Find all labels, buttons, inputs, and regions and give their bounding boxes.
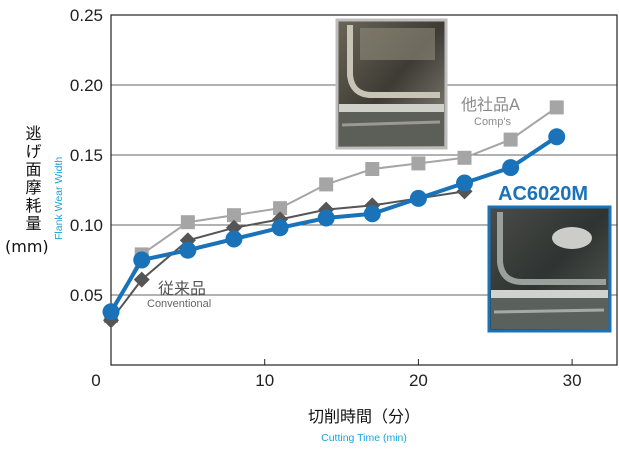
x-axis-label-en: Cutting Time (min) bbox=[321, 432, 407, 444]
series-label-comp-en: Comp's bbox=[474, 116, 511, 128]
data-point bbox=[456, 174, 474, 192]
x-tick-label: 0 bbox=[91, 371, 100, 390]
y-axis-label-jp: 逃げ面摩耗量 bbox=[23, 125, 42, 233]
series-label-comp-jp: 他社品A bbox=[461, 95, 520, 114]
data-point bbox=[225, 230, 243, 248]
x-tick-label: 30 bbox=[563, 371, 582, 390]
plot-frame bbox=[110, 14, 618, 366]
data-point bbox=[271, 219, 289, 237]
y-tick-labels: 0.05 0.10 0.15 0.20 0.25 bbox=[70, 6, 103, 305]
data-point bbox=[319, 177, 334, 192]
data-point bbox=[179, 241, 197, 259]
x-tick-labels: 0 10 20 30 bbox=[91, 359, 582, 390]
label-conventional: 従来品 Conventional bbox=[147, 279, 211, 310]
y-tick-label: 0.15 bbox=[70, 146, 103, 165]
data-point bbox=[457, 150, 472, 165]
y-tick-label: 0.10 bbox=[70, 216, 103, 235]
data-point bbox=[549, 100, 564, 115]
data-point bbox=[133, 251, 151, 269]
series-group bbox=[102, 100, 566, 329]
series-label-ac6020m: AC6020M bbox=[498, 183, 588, 205]
data-point bbox=[180, 215, 195, 230]
y-axis-label-en: Flank Wear Width bbox=[53, 157, 65, 240]
data-point bbox=[502, 159, 520, 177]
data-point bbox=[411, 156, 426, 171]
label-comp: 他社品A Comp's bbox=[461, 95, 520, 128]
data-point bbox=[503, 132, 518, 147]
data-point bbox=[409, 189, 427, 207]
x-tick-label: 10 bbox=[255, 371, 274, 390]
y-tick-label: 0.20 bbox=[70, 76, 103, 95]
data-point bbox=[133, 271, 150, 288]
series-label-conventional-en: Conventional bbox=[147, 298, 211, 310]
data-point bbox=[102, 303, 120, 321]
ac6020m-wear-photo bbox=[487, 205, 612, 333]
x-tick-label: 20 bbox=[409, 371, 428, 390]
y-tick-label: 0.05 bbox=[70, 286, 103, 305]
comp-wear-photo bbox=[335, 18, 448, 150]
data-point bbox=[226, 208, 241, 223]
data-point bbox=[273, 201, 288, 216]
y-axis-unit: (mm) bbox=[5, 237, 49, 256]
series-label-conventional-jp: 従来品 bbox=[158, 279, 206, 298]
data-point bbox=[548, 128, 566, 146]
data-point bbox=[365, 162, 380, 176]
data-point bbox=[317, 209, 335, 227]
x-axis-label-jp: 切削時間（分） bbox=[308, 407, 420, 426]
series-2 bbox=[102, 128, 566, 321]
data-point bbox=[363, 205, 381, 223]
y-tick-label: 0.25 bbox=[70, 6, 103, 25]
